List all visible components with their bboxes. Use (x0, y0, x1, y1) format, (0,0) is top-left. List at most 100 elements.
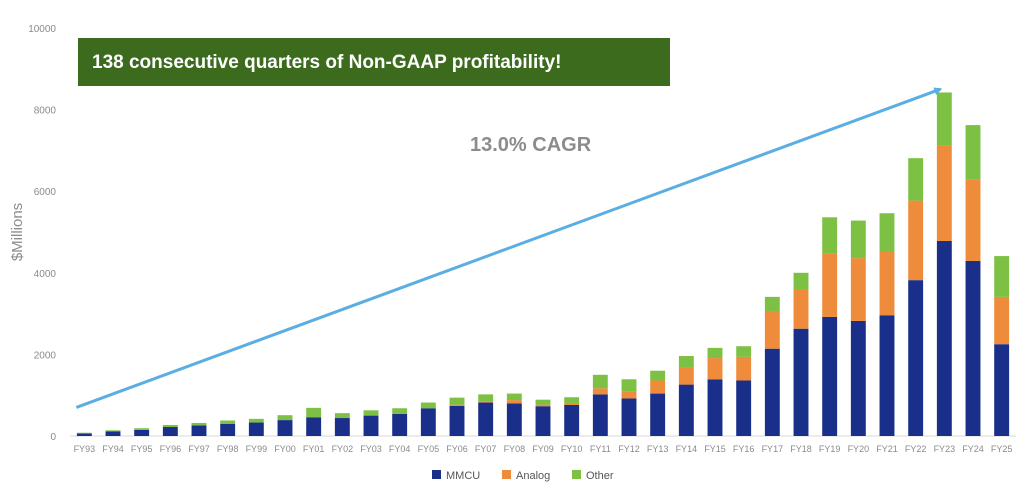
bar-other-fy19 (822, 217, 838, 254)
bar-mmcu-fy03 (363, 415, 379, 436)
bar-analog-fy12 (621, 391, 637, 399)
bar-mmcu-fy10 (564, 404, 580, 436)
x-tick-label: FY94 (102, 444, 124, 454)
bar-other-fy07 (478, 394, 494, 402)
x-tick-label: FY22 (905, 444, 927, 454)
bar-mmcu-fy11 (592, 394, 608, 436)
bar-mmcu-fy99 (248, 422, 264, 436)
bar-other-fy09 (535, 399, 551, 405)
bar-other-fy96 (162, 424, 178, 428)
bar-mmcu-fy07 (478, 402, 494, 436)
bar-other-fy16 (736, 346, 752, 357)
bar-mmcu-fy04 (392, 413, 408, 436)
bar-other-fy98 (220, 420, 236, 424)
x-tick-label: FY02 (332, 444, 354, 454)
x-tick-label: FY98 (217, 444, 239, 454)
x-tick-label: FY01 (303, 444, 325, 454)
bar-other-fy13 (650, 370, 666, 381)
legend-swatch-analog (502, 470, 511, 479)
bar-mmcu-fy97 (191, 425, 207, 436)
bar-mmcu-fy15 (707, 379, 723, 436)
bar-other-fy95 (134, 428, 150, 430)
x-tick-label: FY16 (733, 444, 755, 454)
cagr-annotation: 13.0% CAGR (470, 134, 592, 156)
bar-other-fy93 (76, 432, 92, 434)
bar-other-fy04 (392, 408, 408, 414)
bar-other-fy11 (592, 374, 608, 389)
bar-mmcu-fy16 (736, 380, 752, 436)
legend-label-mmcu: MMCU (446, 470, 480, 482)
bar-analog-fy16 (736, 356, 752, 381)
bar-mmcu-fy96 (162, 427, 178, 436)
x-tick-label: FY93 (74, 444, 96, 454)
bar-other-fy08 (506, 393, 522, 401)
bar-mmcu-fy94 (105, 431, 121, 436)
bar-other-fy22 (908, 158, 924, 201)
x-tick-label: FY97 (188, 444, 210, 454)
bar-analog-fy19 (822, 253, 838, 317)
y-tick-label: 6000 (34, 187, 57, 198)
x-tick-label: FY06 (446, 444, 468, 454)
bar-other-fy97 (191, 422, 207, 426)
title-banner (78, 38, 670, 86)
x-tick-label: FY15 (704, 444, 726, 454)
x-tick-label: FY09 (532, 444, 554, 454)
bar-other-fy25 (994, 256, 1010, 297)
bar-other-fy21 (879, 213, 895, 252)
bar-mmcu-fy20 (850, 320, 866, 436)
bar-mmcu-fy09 (535, 406, 551, 436)
bar-mmcu-fy23 (936, 240, 952, 436)
bar-mmcu-fy18 (793, 328, 809, 436)
bar-mmcu-fy17 (764, 348, 780, 436)
bar-mmcu-fy93 (76, 433, 92, 436)
legend-label-other: Other (586, 470, 614, 482)
bar-analog-fy06 (449, 404, 465, 406)
bar-analog-fy20 (850, 258, 866, 321)
bar-mmcu-fy14 (678, 384, 694, 436)
bar-analog-fy15 (707, 358, 723, 380)
bar-mmcu-fy02 (334, 418, 350, 436)
x-tick-label: FY25 (991, 444, 1013, 454)
bar-other-fy12 (621, 379, 637, 392)
x-tick-label: FY11 (590, 444, 611, 454)
bar-analog-fy17 (764, 311, 780, 349)
bar-mmcu-fy13 (650, 393, 666, 436)
x-tick-label: FY95 (131, 444, 153, 454)
x-tick-label: FY00 (274, 444, 296, 454)
x-tick-label: FY17 (762, 444, 784, 454)
bar-other-fy02 (334, 413, 350, 419)
bar-mmcu-fy01 (306, 417, 322, 436)
legend-swatch-other (572, 470, 581, 479)
x-tick-label: FY14 (676, 444, 698, 454)
bar-other-fy01 (306, 407, 322, 418)
y-tick-label: 10000 (28, 24, 56, 35)
legend-swatch-mmcu (432, 470, 441, 479)
bar-mmcu-fy00 (277, 420, 293, 436)
bar-analog-fy11 (592, 388, 608, 395)
bar-other-fy03 (363, 410, 379, 416)
legend-label-analog: Analog (516, 470, 550, 482)
bar-mmcu-fy24 (965, 260, 981, 436)
bar-mmcu-fy22 (908, 280, 924, 436)
y-axis: 0 2000 4000 6000 8000 10000 (28, 24, 1016, 443)
x-tick-label: FY18 (790, 444, 812, 454)
x-axis: FY93 FY94 FY95 FY96 FY97 FY98 FY99 FY00 FY01 FY02… (74, 444, 1013, 454)
bar-other-fy06 (449, 397, 465, 405)
bar-other-fy94 (105, 430, 121, 432)
bar-other-fy05 (420, 402, 436, 409)
bar-mmcu-fy21 (879, 315, 895, 436)
bars (76, 92, 1010, 436)
bar-analog-fy09 (535, 404, 551, 407)
bar-mmcu-fy08 (506, 403, 522, 436)
bar-other-fy18 (793, 272, 809, 290)
bar-mmcu-fy25 (994, 344, 1010, 436)
x-tick-label: FY99 (246, 444, 268, 454)
bar-other-fy14 (678, 356, 694, 368)
y-axis-label: $Millions (9, 203, 26, 261)
bar-analog-fy23 (936, 145, 952, 241)
bar-analog-fy07 (478, 401, 494, 403)
y-tick-label: 4000 (34, 269, 57, 280)
x-tick-label: FY10 (561, 444, 583, 454)
x-tick-label: FY96 (160, 444, 182, 454)
